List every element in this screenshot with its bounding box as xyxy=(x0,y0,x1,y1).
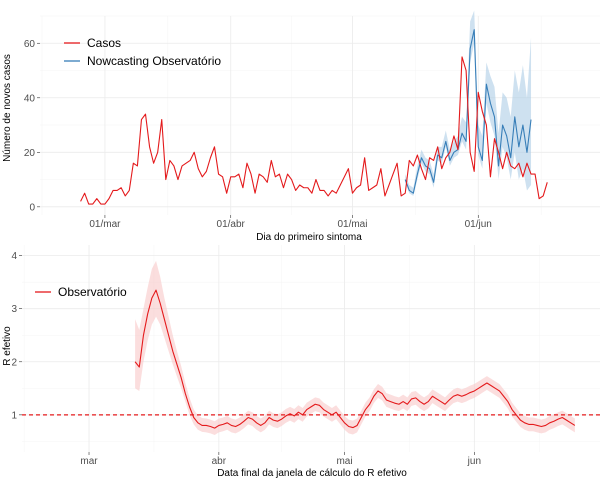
top-x-axis-label: Dia do primeiro sintoma xyxy=(256,232,362,243)
y-tick-label: 1 xyxy=(11,410,17,421)
y-tick-label: 40 xyxy=(24,93,36,104)
legend-label-observatorio: Observatório xyxy=(58,285,127,299)
legend-label-casos: Casos xyxy=(87,36,121,50)
bottom-x-axis-label: Data final da janela de cálculo do R efe… xyxy=(217,468,407,479)
x-tick-label: abr xyxy=(212,456,227,467)
y-tick-label: 4 xyxy=(11,251,17,262)
series-line-observat-rio xyxy=(134,289,576,429)
cases-chart-panel: 01/mar 01/abr 01/mai 01/jun 0 20 40 60 Dia do … xyxy=(2,10,600,243)
bottom-legend: Observatório xyxy=(35,285,127,299)
top-legend: Casos Nowcasting Observatório xyxy=(64,36,221,68)
x-tick-label: 01/jun xyxy=(465,219,492,230)
y-tick-label: 60 xyxy=(24,39,36,50)
x-tick-label: mai xyxy=(336,456,352,467)
legend-label-nowcasting: Nowcasting Observatório xyxy=(87,54,221,68)
y-tick-label: 3 xyxy=(11,304,17,315)
x-tick-label: jun xyxy=(467,456,481,467)
r-effective-chart-panel: mar abr mai jun 1 2 3 4 Data final da janela d… xyxy=(2,245,600,479)
y-tick-label: 0 xyxy=(29,202,35,213)
confidence-band xyxy=(135,260,575,436)
series-line-nowcasting-observat-rio xyxy=(404,29,532,194)
y-tick-label: 20 xyxy=(24,148,36,159)
x-tick-label: 01/abr xyxy=(217,219,246,230)
x-tick-label: 01/mai xyxy=(337,219,367,230)
top-y-axis-label: Número de novos casos xyxy=(2,54,13,162)
x-tick-label: mar xyxy=(80,456,98,467)
x-tick-label: 01/mar xyxy=(89,219,121,230)
bottom-y-axis-label: R efetivo xyxy=(2,326,13,366)
series-line-casos xyxy=(80,56,548,205)
y-tick-label: 2 xyxy=(11,357,17,368)
